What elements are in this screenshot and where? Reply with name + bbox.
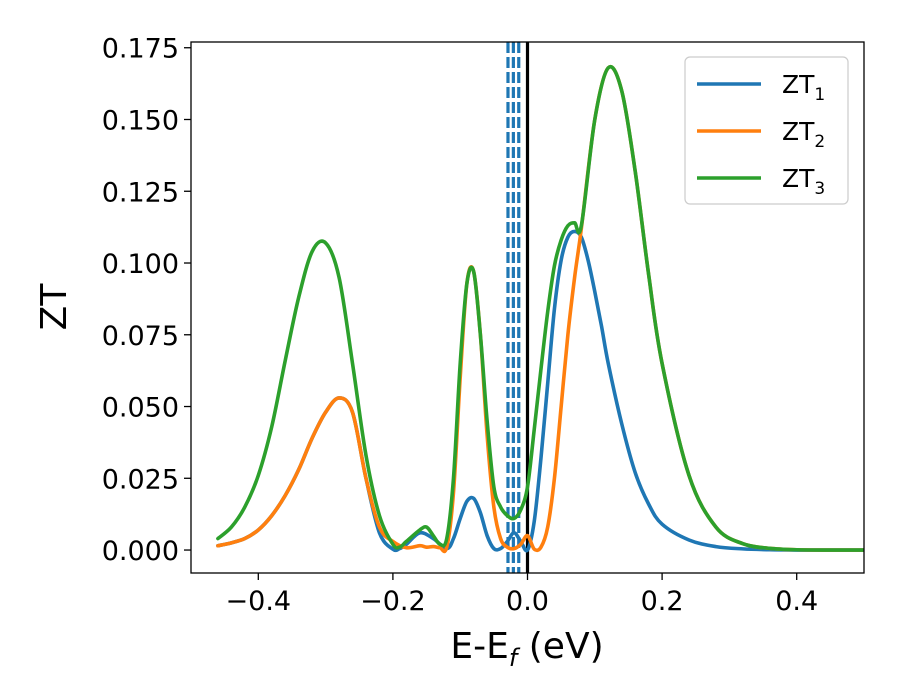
- y-tick-label: 0.025: [102, 464, 179, 495]
- y-axis-title: ZT: [34, 283, 75, 331]
- x-axis-title-main: E-E: [450, 626, 508, 667]
- y-tick-label: 0.000: [102, 536, 179, 567]
- x-tick-label: 0.0: [506, 586, 549, 617]
- x-tick-label: 0.4: [775, 586, 818, 617]
- y-tick-label: 0.075: [102, 321, 179, 352]
- legend-label-zt1: ZT1: [782, 70, 825, 105]
- x-axis-title: E-Ef (eV): [450, 626, 603, 672]
- legend: ZT1 ZT2 ZT3: [684, 56, 849, 205]
- legend-label-zt2: ZT2: [782, 117, 825, 152]
- series-line-zt3: [216, 64, 864, 552]
- x-axis: −0.4 −0.2 0.0 0.2 0.4: [226, 573, 818, 617]
- x-tick-label: −0.2: [360, 586, 426, 617]
- series-layer: [216, 64, 864, 554]
- x-axis-title-unit: (eV): [517, 626, 603, 667]
- x-tick-label: 0.2: [641, 586, 684, 617]
- y-axis: 0.000 0.025 0.050 0.075 0.100 0.125 0.150 0.175: [102, 34, 191, 567]
- y-tick-label: 0.175: [102, 34, 179, 65]
- y-tick-label: 0.050: [102, 393, 179, 424]
- y-tick-label: 0.125: [102, 177, 179, 208]
- y-tick-label: 0.100: [102, 249, 179, 280]
- legend-box: [684, 56, 849, 205]
- x-tick-label: −0.4: [226, 586, 292, 617]
- legend-label-zt3: ZT3: [782, 164, 825, 199]
- y-tick-label: 0.150: [102, 105, 179, 136]
